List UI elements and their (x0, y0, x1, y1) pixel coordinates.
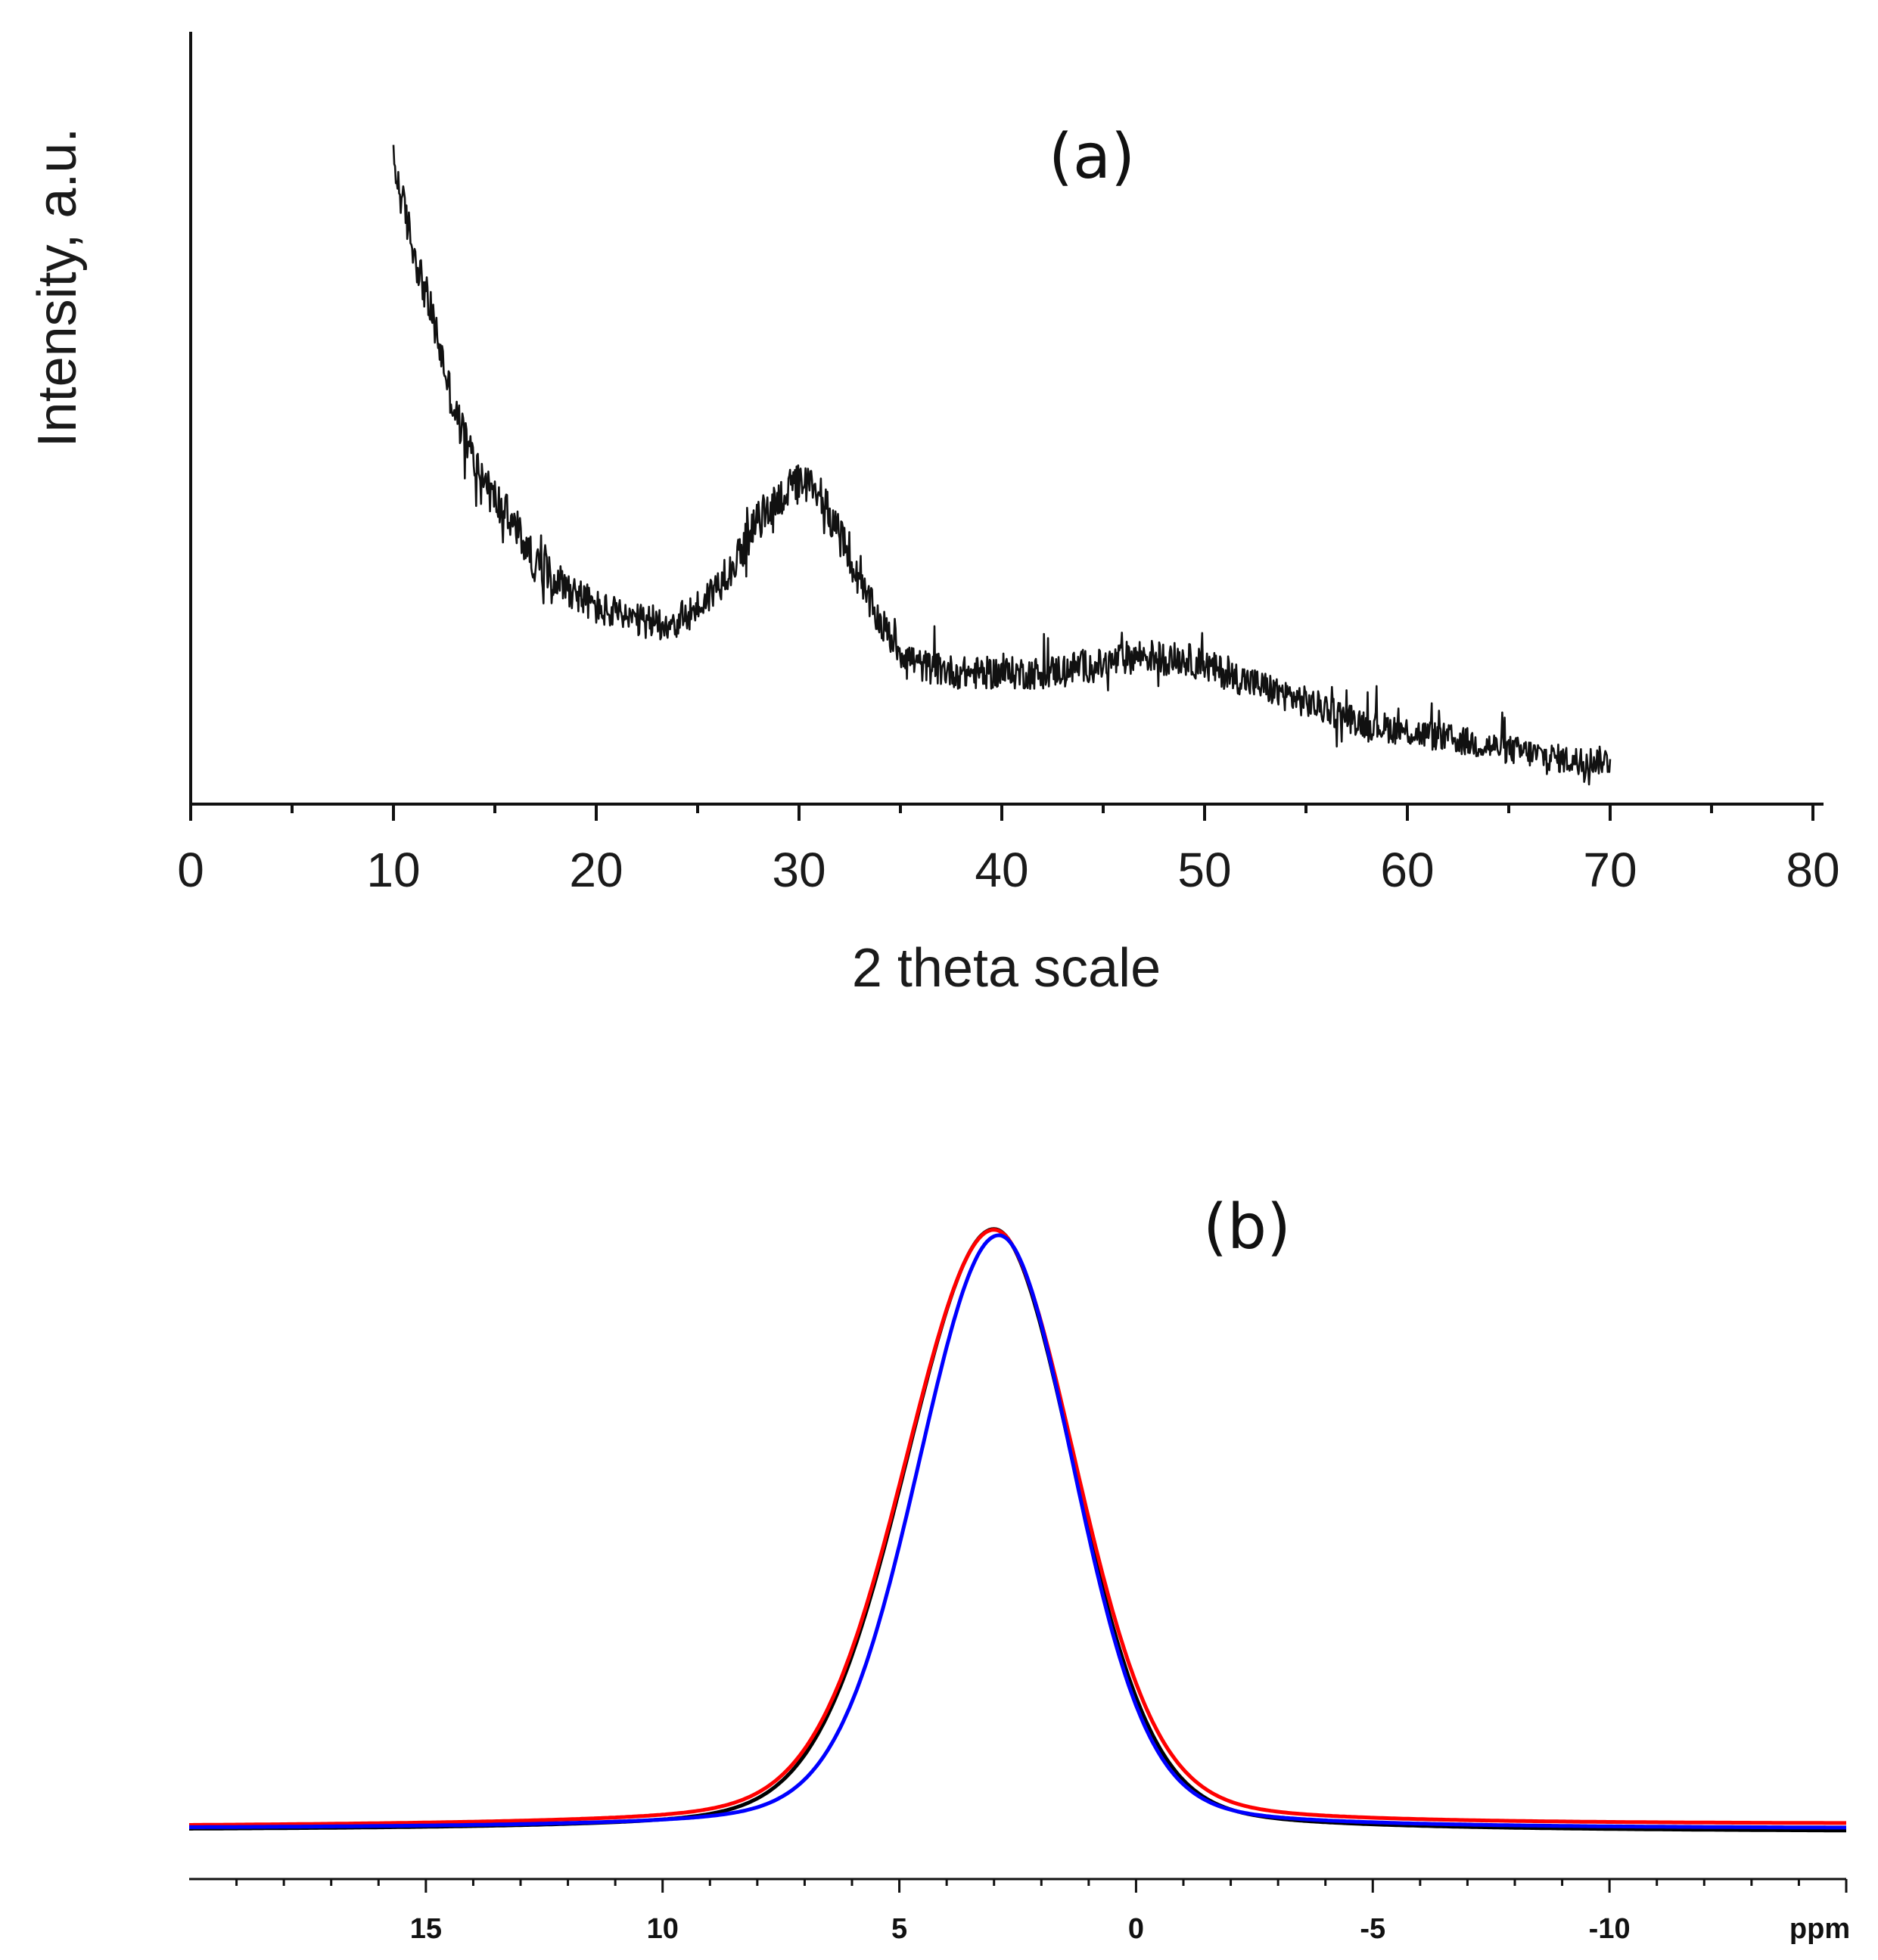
panel-b-tick-label--5: -5 (1360, 1913, 1385, 1945)
panel-a-tick-label-10: 10 (366, 843, 420, 897)
panel-b-tick-label-5: 5 (891, 1913, 907, 1945)
panel-a-tick-label-40: 40 (975, 843, 1028, 897)
panel-a-tick-label-60: 60 (1380, 843, 1434, 897)
panel-b-label: (b) (1203, 1191, 1291, 1263)
panel-a-label: (a) (1049, 121, 1135, 193)
panel-a-tick-label-50: 50 (1177, 843, 1231, 897)
panel-a-y-axis-title: Intensity, a.u. (27, 128, 88, 448)
panel-b-nmr-chart: 15 10 5 0 -5 -10 ppm (b) (189, 1191, 1850, 1945)
panel-a-series-line (392, 144, 1612, 786)
panel-b-x-ticks (235, 1879, 1848, 1893)
panel-a-x-ticks (189, 804, 1814, 821)
panel-b-tick-label-10: 10 (647, 1913, 679, 1945)
panel-b-tick-label--10: -10 (1589, 1913, 1631, 1945)
panel-a-tick-label-0: 0 (177, 843, 204, 897)
panel-b-x-axis-unit: ppm (1789, 1913, 1850, 1945)
panel-b-tick-label-15: 15 (410, 1913, 442, 1945)
panel-a-x-tick-labels: 0 10 20 30 40 50 60 70 80 (177, 843, 1839, 897)
panel-a-tick-label-30: 30 (772, 843, 826, 897)
panel-b-series-blue-line (189, 1233, 1846, 1830)
panel-a-x-axis-title: 2 theta scale (852, 938, 1161, 999)
panel-b-tick-label-0: 0 (1128, 1913, 1144, 1945)
panel-a-tick-label-80: 80 (1786, 843, 1839, 897)
panel-a-tick-label-20: 20 (569, 843, 623, 897)
panel-a-tick-label-70: 70 (1583, 843, 1637, 897)
panel-b-x-tick-labels: 15 10 5 0 -5 -10 (410, 1913, 1631, 1945)
panel-a-xrd-chart: 0 10 20 30 40 50 60 70 80 2 theta scale Intensit… (27, 32, 1840, 999)
